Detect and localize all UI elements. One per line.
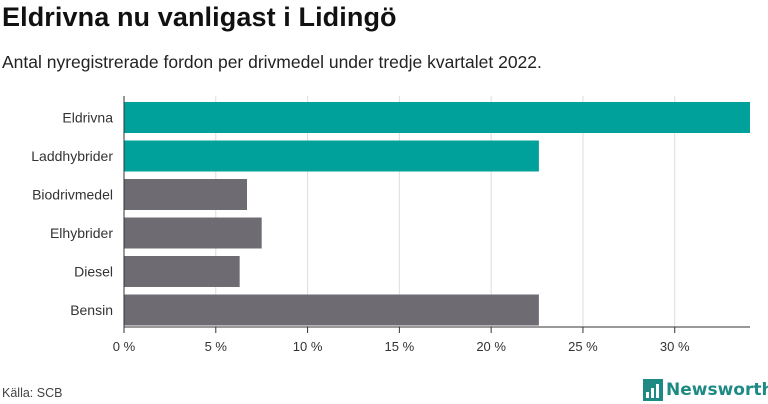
category-label: Eldrivna <box>62 110 113 126</box>
category-label: Diesel <box>74 264 113 280</box>
x-tick-label: 20 % <box>476 339 506 354</box>
chart-subtitle: Antal nyregistrerade fordon per drivmede… <box>2 52 542 72</box>
source-note: Källa: SCB <box>2 386 63 400</box>
category-label: Laddhybrider <box>31 148 113 164</box>
bar-biodrivmedel <box>124 179 247 210</box>
x-tick-label: 30 % <box>660 339 690 354</box>
brand-name: Newsworthy <box>666 380 768 400</box>
x-tick-label: 15 % <box>385 339 415 354</box>
newsworthy-logo: Newsworthy <box>643 377 768 403</box>
x-tick-label: 0 % <box>113 339 136 354</box>
bar-diesel <box>124 256 240 287</box>
bar-eldrivna <box>124 102 750 133</box>
bar-elhybrider <box>124 217 262 249</box>
chart-title: Eldrivna nu vanligast i Lidingö <box>2 2 397 32</box>
bar-bensin <box>124 294 539 326</box>
bar-laddhybrider <box>124 140 539 172</box>
bar-chart-icon <box>643 379 663 401</box>
x-tick-label: 5 % <box>205 339 228 354</box>
category-label: Biodrivmedel <box>32 187 113 203</box>
x-tick-label: 25 % <box>568 339 598 354</box>
category-label: Bensin <box>70 302 113 318</box>
x-tick-label: 10 % <box>293 339 323 354</box>
category-label: Elhybrider <box>50 225 113 241</box>
